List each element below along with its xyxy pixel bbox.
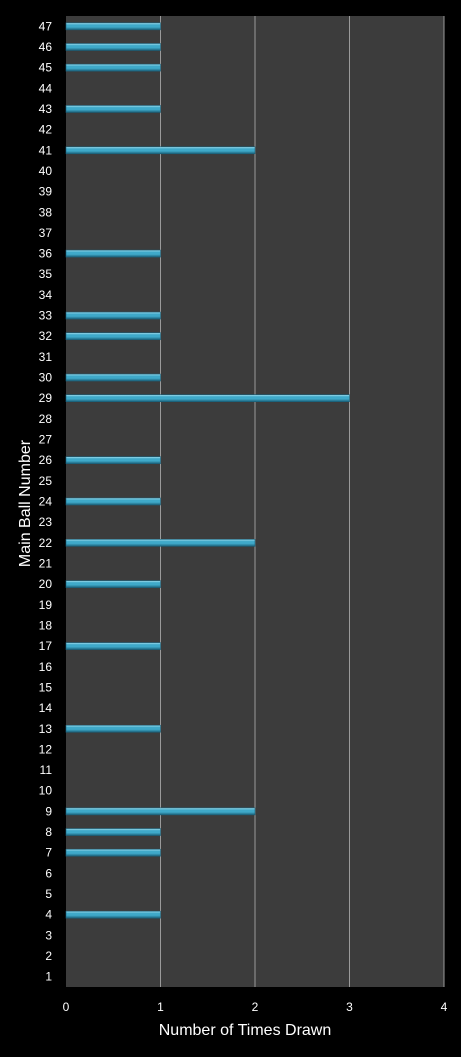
y-tick-label: 20	[39, 577, 53, 591]
y-tick-label: 27	[39, 433, 53, 447]
bar-ball-47	[65, 22, 161, 31]
bar-ball-22	[65, 539, 256, 547]
y-tick-label: 41	[39, 143, 53, 157]
bar-ball-29	[65, 394, 350, 403]
y-tick-label: 37	[39, 226, 53, 240]
x-tick-label: 1	[157, 1000, 164, 1014]
bar-ball-8	[65, 828, 161, 836]
y-tick-label: 22	[39, 536, 53, 550]
y-tick-label: 43	[39, 102, 53, 116]
y-tick-label: 44	[39, 81, 53, 95]
y-tick-label: 21	[39, 556, 53, 570]
y-tick-label: 33	[39, 309, 53, 323]
y-tick-label: 34	[39, 288, 53, 302]
y-tick-label: 14	[39, 701, 53, 715]
y-tick-label: 16	[39, 660, 53, 674]
y-tick-label: 7	[45, 846, 52, 860]
bar-ball-32	[65, 332, 161, 341]
bar-ball-33	[65, 311, 161, 320]
y-tick-label: 35	[39, 267, 53, 281]
x-axis-title: Number of Times Drawn	[159, 1022, 332, 1039]
y-tick-label: 30	[39, 371, 53, 385]
y-tick-label: 1	[45, 970, 52, 984]
y-tick-labels: 1234567891011121314151617181920212223242…	[39, 19, 53, 983]
x-tick-label: 3	[346, 1000, 353, 1014]
y-tick-label: 31	[39, 350, 53, 364]
y-tick-label: 47	[39, 19, 53, 33]
bars	[65, 22, 350, 919]
gridlines	[160, 16, 445, 987]
bar-ball-7	[65, 848, 161, 857]
y-tick-label: 19	[39, 598, 53, 612]
y-tick-label: 8	[45, 825, 52, 839]
y-tick-label: 46	[39, 40, 53, 54]
x-tick-label: 0	[63, 1000, 70, 1014]
y-tick-label: 26	[39, 453, 53, 467]
y-tick-label: 45	[39, 61, 53, 75]
x-tick-label: 4	[441, 1000, 448, 1014]
x-tick-labels: 0 1 2 3 4	[63, 1000, 448, 1014]
y-tick-label: 15	[39, 680, 53, 694]
y-tick-label: 29	[39, 391, 53, 405]
bar-ball-46	[65, 43, 161, 51]
y-tick-label: 28	[39, 412, 53, 426]
y-tick-label: 3	[45, 928, 52, 942]
x-tick-label: 2	[252, 1000, 259, 1014]
bar-ball-26	[65, 456, 161, 464]
bar-ball-30	[65, 373, 161, 382]
y-tick-label: 4	[45, 908, 52, 922]
y-tick-label: 13	[39, 722, 53, 736]
y-axis-title: Main Ball Number	[17, 439, 34, 567]
y-tick-label: 2	[45, 949, 52, 963]
bar-ball-17	[65, 642, 161, 650]
bar-ball-24	[65, 497, 161, 506]
y-tick-label: 6	[45, 866, 52, 880]
y-tick-label: 24	[39, 495, 53, 509]
bar-ball-9	[65, 807, 256, 816]
y-tick-label: 40	[39, 164, 53, 178]
bar-ball-13	[65, 724, 161, 733]
bar-ball-43	[65, 105, 161, 113]
y-tick-label: 32	[39, 329, 53, 343]
bar-ball-45	[65, 63, 161, 72]
y-tick-label: 36	[39, 247, 53, 261]
bar-ball-36	[65, 249, 161, 258]
bar-ball-41	[65, 146, 256, 155]
y-tick-label: 17	[39, 639, 53, 653]
y-tick-label: 38	[39, 205, 53, 219]
y-tick-label: 5	[45, 887, 52, 901]
y-tick-label: 42	[39, 123, 53, 137]
y-tick-label: 12	[39, 742, 53, 756]
y-tick-label: 25	[39, 474, 53, 488]
y-tick-label: 9	[45, 804, 52, 818]
bar-ball-20	[65, 580, 161, 588]
y-tick-label: 10	[39, 784, 53, 798]
y-tick-label: 18	[39, 618, 53, 632]
y-tick-label: 23	[39, 515, 53, 529]
y-tick-label: 11	[40, 763, 53, 777]
bar-ball-4	[65, 910, 161, 919]
y-tick-label: 39	[39, 185, 53, 199]
